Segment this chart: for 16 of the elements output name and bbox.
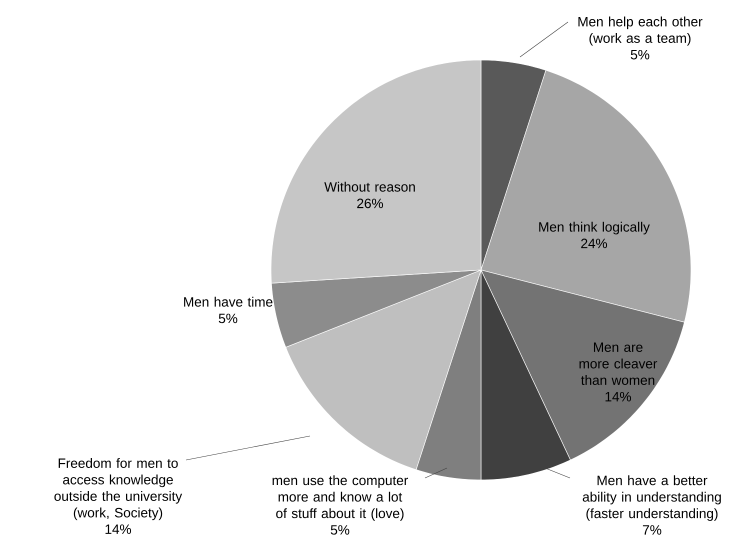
- slice-label: Freedom for men to access knowledge outside the university (work, Society): [54, 458, 182, 520]
- data-label: 14%: [106, 524, 132, 534]
- data-label: 5%: [630, 50, 650, 60]
- data-label: 5%: [330, 525, 350, 535]
- data-label: 7%: [642, 525, 662, 535]
- data-label: 5%: [218, 314, 238, 324]
- slice-label: Men think logically: [539, 222, 650, 234]
- slice-label: Men have a better ability in understanding (faster understanding): [582, 475, 721, 521]
- slice-label: Without reason: [324, 182, 415, 192]
- slice-label: Men are more cleaver than women: [580, 342, 658, 385]
- data-label: 26%: [357, 198, 384, 208]
- data-label: 14%: [606, 392, 632, 402]
- slice-label: Men have time: [184, 296, 272, 307]
- slice-label: Men help each other (work as a team): [578, 16, 702, 46]
- data-label: 24%: [581, 238, 608, 248]
- slice-label: men use the computer more and know a lot of stuff about it (love): [272, 475, 408, 521]
